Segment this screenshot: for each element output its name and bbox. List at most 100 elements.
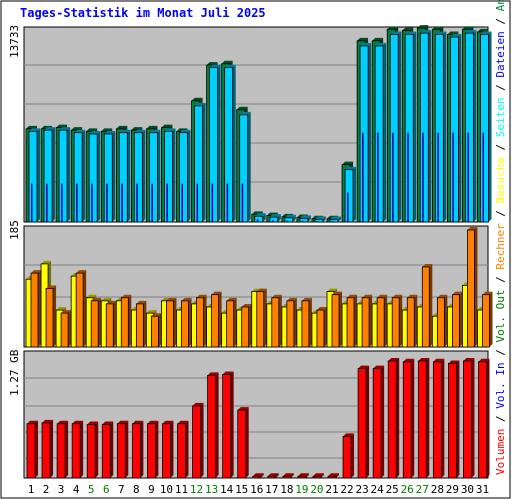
- dateien-bar-side: [52, 127, 56, 222]
- dateien-bar-top: [149, 129, 161, 133]
- volumen-bar: [357, 365, 370, 479]
- volumen-bar: [146, 420, 159, 479]
- rechner-bar: [45, 285, 57, 348]
- rechner-bar: [482, 291, 493, 348]
- volumen-bar-top: [343, 433, 355, 437]
- dateien-bar: [465, 30, 477, 223]
- rechner-bar-front: [361, 297, 370, 348]
- volumen-bar-side: [411, 358, 415, 478]
- dateien-bar-front: [239, 114, 249, 223]
- volumen-bar-front: [86, 424, 96, 479]
- x-tick-label: 27: [416, 483, 429, 496]
- volumen-bar-side: [200, 402, 204, 478]
- rechner-bar-side: [128, 294, 132, 347]
- rechner-bar-front: [346, 297, 355, 348]
- x-tick-label: 18: [280, 483, 293, 496]
- volumen-bar-top: [177, 420, 189, 424]
- x-tick-label: 21: [325, 483, 338, 496]
- rechner-bar-top: [151, 313, 162, 317]
- rechner-bar-front: [181, 300, 189, 348]
- rechner-bar-top: [121, 294, 132, 298]
- volumen-bar: [56, 420, 69, 479]
- rechner-bar: [467, 227, 478, 348]
- x-tick-label: 10: [160, 483, 173, 496]
- seiten-bar: [256, 219, 259, 222]
- volumen-bar-side: [456, 360, 460, 478]
- rechner-bar-top: [256, 288, 267, 292]
- volumen-bar-top: [132, 420, 144, 424]
- volumen-bar-top: [478, 358, 490, 362]
- volumen-bar-front: [327, 475, 337, 479]
- rechner-bar-front: [196, 297, 204, 348]
- rechner-bar-top: [211, 291, 222, 295]
- volumen-bar-top: [403, 358, 415, 362]
- dateien-bar-front: [133, 132, 143, 223]
- rechner-bar-side: [414, 294, 418, 347]
- dateien-bar-front: [284, 217, 294, 223]
- dateien-bar-side: [413, 31, 417, 223]
- volumen-bar: [252, 473, 264, 479]
- rechner-bar-front: [286, 300, 295, 348]
- rechner-bar-top: [46, 285, 57, 289]
- dateien-bar-side: [473, 30, 477, 223]
- dateien-bar-front: [389, 34, 399, 223]
- rechner-bar-side: [323, 307, 327, 347]
- dateien-bar-front: [254, 215, 264, 223]
- legend-entry: /: [494, 203, 507, 223]
- dateien-bar-top: [269, 214, 281, 218]
- volumen-bar-side: [351, 433, 355, 478]
- dateien-bar-front: [58, 129, 68, 223]
- rechner-bar-top: [106, 300, 117, 304]
- dateien-bar-top: [224, 64, 236, 68]
- rechner-bar-top: [241, 303, 252, 307]
- dateien-bar-side: [202, 102, 206, 222]
- volumen-bar-top: [312, 473, 324, 477]
- x-tick-label: 6: [103, 483, 110, 496]
- anfragen-bar-top: [101, 128, 113, 132]
- volumen-bar-top: [42, 419, 54, 423]
- volumen-bar-top: [433, 358, 445, 362]
- volumen-bar-front: [71, 423, 81, 479]
- volumen-bar-top: [222, 371, 234, 375]
- dateien-bar-front: [28, 131, 38, 223]
- x-tick-label: 12: [190, 483, 203, 496]
- rechner-bar-top: [31, 270, 41, 274]
- rechner-bar-top: [467, 227, 478, 230]
- dateien-bar: [239, 111, 251, 223]
- rechner-bar-top: [422, 263, 433, 267]
- volumen-bar: [177, 420, 189, 479]
- rechner-bar: [181, 297, 192, 348]
- rechner-bar-side: [203, 294, 207, 347]
- dateien-bar: [58, 127, 71, 223]
- dateien-bar: [299, 215, 311, 223]
- volumen-bar-side: [381, 365, 385, 478]
- seiten-bar: [241, 183, 244, 222]
- rechner-bar-front: [316, 309, 325, 348]
- dateien-bar-front: [480, 34, 489, 223]
- volumen-bar-top: [87, 421, 99, 425]
- volumen-bar-top: [117, 420, 129, 424]
- legend-entry: Dateien: [494, 31, 507, 77]
- rechner-bar-top: [347, 294, 358, 298]
- legend-entry: /: [494, 11, 507, 31]
- anfragen-bar-top: [146, 125, 158, 129]
- anfragen-bar-top: [206, 62, 218, 66]
- volumen-bar: [312, 473, 324, 479]
- rechner-bar: [316, 307, 327, 348]
- rechner-bar: [451, 291, 463, 348]
- x-tick-label: 1: [28, 483, 35, 496]
- volumen-bar-front: [222, 374, 232, 479]
- volumen-bar-front: [372, 368, 382, 479]
- anfragen-bar-top: [462, 26, 474, 30]
- rechner-bar-front: [376, 297, 385, 348]
- rechner-bar-top: [362, 294, 373, 298]
- seiten-bar: [301, 220, 304, 222]
- x-tick-label: 13: [205, 483, 218, 496]
- seiten-bar: [482, 132, 484, 222]
- dateien-bar: [28, 128, 40, 223]
- dateien-bar-front: [43, 129, 53, 223]
- anfragen-bar-top: [221, 60, 233, 64]
- dateien-bar-front: [359, 45, 369, 223]
- volumen-bar-front: [402, 361, 412, 479]
- volumen-bar-top: [147, 420, 159, 424]
